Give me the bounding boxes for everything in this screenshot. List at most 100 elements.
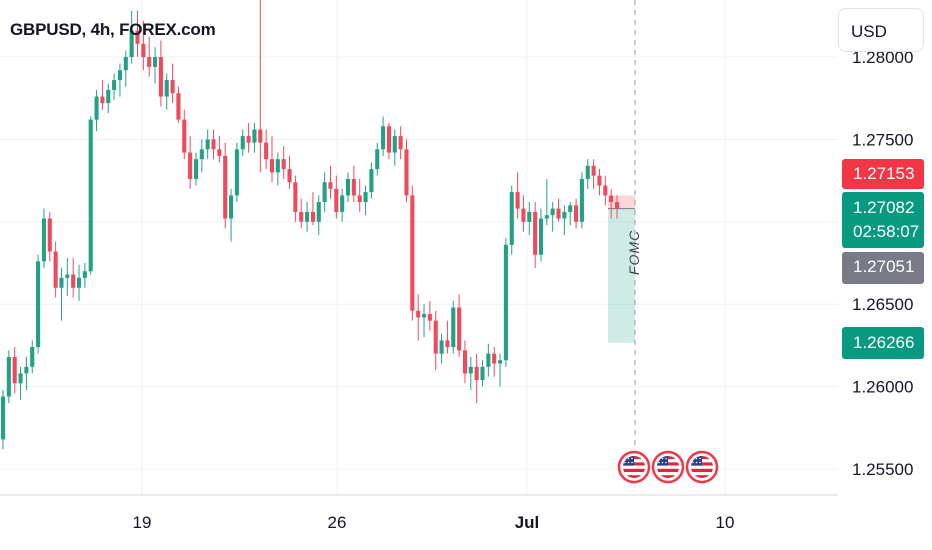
candle-body — [451, 307, 456, 348]
candle-body — [76, 277, 82, 288]
position-tool[interactable] — [608, 195, 635, 343]
candle-body — [24, 366, 29, 374]
last-price-tag: 1.27082 02:58:07 — [842, 192, 924, 248]
candle-body — [299, 211, 304, 222]
candle-body — [6, 356, 11, 397]
candle-body — [229, 195, 234, 219]
candle-body — [550, 208, 555, 216]
candle-body — [386, 126, 391, 153]
candle-body — [100, 96, 105, 104]
candle-body — [345, 178, 351, 196]
candle-body — [264, 142, 269, 160]
candle-body — [614, 202, 620, 209]
candle-body — [375, 149, 380, 170]
candle-body — [503, 244, 508, 361]
economic-events[interactable] — [617, 450, 719, 484]
candle-body — [199, 149, 204, 160]
candle-body — [363, 192, 368, 203]
candle-body — [509, 192, 514, 245]
candle-body — [603, 185, 608, 196]
candle-body — [439, 340, 444, 354]
stop-loss-zone[interactable] — [608, 195, 635, 209]
candle-body — [427, 314, 432, 321]
candle-body — [433, 320, 438, 354]
ask-price: 1.27153 — [853, 164, 915, 183]
candle-body — [492, 353, 497, 364]
us-flag-icon[interactable] — [617, 450, 651, 484]
x-tick-label: Jul — [515, 513, 540, 532]
y-tick-label: 1.28000 — [852, 48, 913, 67]
candle-body — [217, 149, 222, 156]
candle-body — [591, 165, 596, 176]
candle-body — [176, 93, 181, 120]
candle-body — [468, 366, 473, 374]
candle-body — [252, 129, 257, 143]
candle-body — [269, 159, 275, 173]
candle-body — [568, 205, 573, 212]
bid-price: 1.27051 — [853, 257, 915, 276]
candle-body — [30, 347, 35, 367]
candle-body — [416, 310, 421, 318]
x-tick-label: 26 — [328, 513, 347, 532]
candle-body — [117, 70, 122, 81]
candle-body — [59, 277, 64, 288]
take-profit-zone[interactable] — [608, 208, 635, 343]
candle-body — [533, 211, 538, 255]
y-tick-label: 1.26000 — [852, 378, 913, 397]
candle-body — [609, 195, 614, 203]
candle-body — [305, 211, 310, 222]
target-price-tag: 1.26266 — [842, 327, 924, 359]
candle-body — [53, 251, 58, 288]
candle-body — [18, 373, 23, 384]
candle-body — [322, 182, 327, 203]
currency-button[interactable]: USD — [838, 8, 924, 52]
candle-body — [41, 218, 46, 262]
candle-body — [556, 208, 561, 219]
candle-body — [94, 96, 99, 120]
candle-body — [597, 175, 602, 186]
candle-body — [334, 188, 339, 212]
candle-body — [123, 57, 128, 71]
x-tick-label: 19 — [133, 513, 152, 532]
y-tick-label: 1.27500 — [852, 130, 913, 149]
candle-body — [457, 307, 462, 351]
candle-body — [205, 139, 210, 150]
candle-body — [258, 129, 263, 143]
candle-body — [223, 155, 228, 219]
candle-body — [410, 195, 415, 311]
symbol-title[interactable]: GBPUSD, 4h, FOREX.com — [10, 20, 216, 39]
candle-body — [357, 195, 362, 203]
candle-body — [281, 159, 286, 170]
candle-body — [182, 119, 187, 153]
candle-body — [71, 274, 76, 288]
candle-body — [538, 218, 544, 255]
candle-body — [544, 215, 549, 219]
candle-body — [0, 396, 6, 440]
x-tick-label: 10 — [716, 513, 735, 532]
grid-lines — [0, 0, 838, 495]
candle-body — [369, 169, 374, 193]
y-tick-label: 1.25500 — [852, 460, 913, 479]
y-tick-label: 1.26500 — [852, 295, 913, 314]
candle-body — [152, 57, 158, 67]
candle-body — [240, 136, 245, 150]
candle-body — [135, 30, 140, 44]
candle-body — [392, 136, 397, 153]
candle-body — [275, 159, 280, 173]
candle-body — [188, 152, 193, 179]
candle-body — [421, 314, 427, 318]
candle-body — [474, 366, 479, 381]
candle-body — [193, 159, 199, 179]
candle-body — [88, 119, 93, 272]
candle-body — [462, 350, 468, 374]
candle-body — [340, 195, 345, 212]
us-flag-icon[interactable] — [651, 450, 685, 484]
candle-body — [293, 182, 298, 212]
bar-countdown: 02:58:07 — [853, 222, 920, 241]
candle-body — [129, 30, 134, 57]
us-flag-icon[interactable] — [685, 450, 719, 484]
candle-body — [170, 80, 175, 94]
fomc-label: FOMC — [626, 230, 642, 275]
candle-body — [36, 261, 41, 348]
